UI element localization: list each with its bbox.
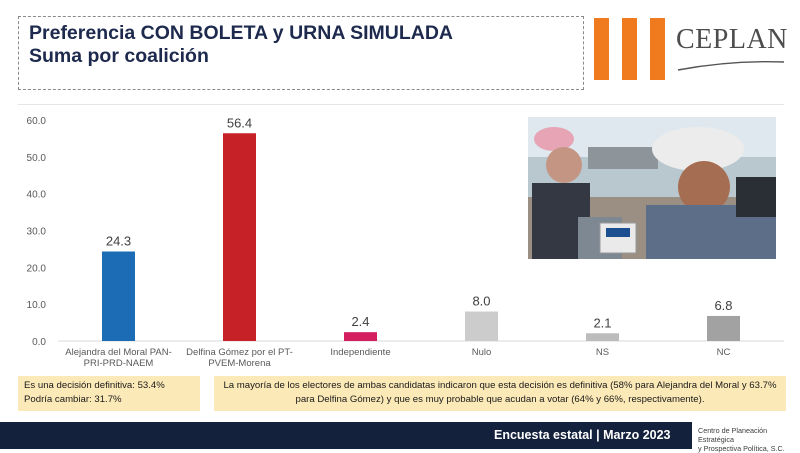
data-label: 6.8 [714, 298, 732, 313]
data-label: 56.4 [227, 115, 252, 130]
category-label: Independiente [330, 347, 390, 358]
category-label-line: Nulo [472, 347, 492, 358]
decision-could-change-text: Podría cambiar: 31.7% [24, 394, 122, 405]
category-label-line: Alejandra del Moral PAN- [65, 347, 171, 358]
category-label-line: PVEM-Morena [208, 358, 271, 369]
y-tick-label: 0.0 [32, 337, 46, 348]
y-tick-label: 30.0 [27, 227, 47, 238]
category-label: NC [717, 347, 731, 358]
y-tick-label: 60.0 [27, 116, 47, 127]
y-tick-label: 10.0 [27, 300, 47, 311]
bar-4 [586, 333, 619, 341]
title-box: Preferencia CON BOLETA y URNA SIMULADA S… [18, 16, 584, 90]
category-label: NS [596, 347, 609, 358]
footer-bar [0, 422, 800, 449]
category-label: Nulo [472, 347, 492, 358]
bar-chart: 0.0 10.0 20.0 30.0 40.0 50.0 60.0 24.3 Alejandra… [27, 115, 784, 369]
decision-note: Es una decisión definitiva: 53.4% Podría… [18, 376, 200, 411]
logo-swoosh-icon [677, 60, 785, 71]
ceplan-logo-bars [594, 18, 666, 80]
data-label: 2.1 [593, 315, 611, 330]
y-tick-label: 40.0 [27, 190, 47, 201]
category-label: Alejandra del Moral PAN-PRI-PRD-NAEM [65, 347, 171, 369]
footer-org: Centro de Planeación Estratégica y Prosp… [692, 420, 800, 453]
bar-5 [707, 315, 740, 341]
y-tick-label: 50.0 [27, 153, 47, 164]
page-subtitle: Suma por coalición [29, 45, 209, 67]
voter-ballot-photo [528, 117, 776, 259]
category-label-line: NC [717, 347, 731, 358]
footer-title: Encuesta estatal | Marzo 2023 [494, 428, 671, 442]
decision-definitive-text: Es una decisión definitiva: 53.4% [24, 380, 165, 391]
category-label-line: Delfina Gómez por el PT- [186, 347, 293, 358]
footer-org-line1: Centro de Planeación Estratégica [698, 426, 768, 444]
bar-0 [102, 251, 135, 341]
category-label-line: PRI-PRD-NAEM [84, 358, 154, 369]
page-title: Preferencia CON BOLETA y URNA SIMULADA [29, 22, 454, 44]
y-tick-label: 20.0 [27, 263, 47, 274]
bar-3 [465, 311, 498, 341]
data-label: 24.3 [106, 233, 131, 248]
electors-note: La mayoría de los electores de ambas can… [214, 376, 786, 411]
data-label: 8.0 [472, 294, 490, 309]
bar-2 [344, 332, 377, 341]
data-label: 2.4 [351, 314, 369, 329]
bar-1 [223, 133, 256, 341]
category-label-line: NS [596, 347, 609, 358]
category-label: Delfina Gómez por el PT-PVEM-Morena [186, 347, 293, 369]
category-label-line: Independiente [330, 347, 390, 358]
ceplan-logo-text: CEPLAN [676, 24, 788, 55]
